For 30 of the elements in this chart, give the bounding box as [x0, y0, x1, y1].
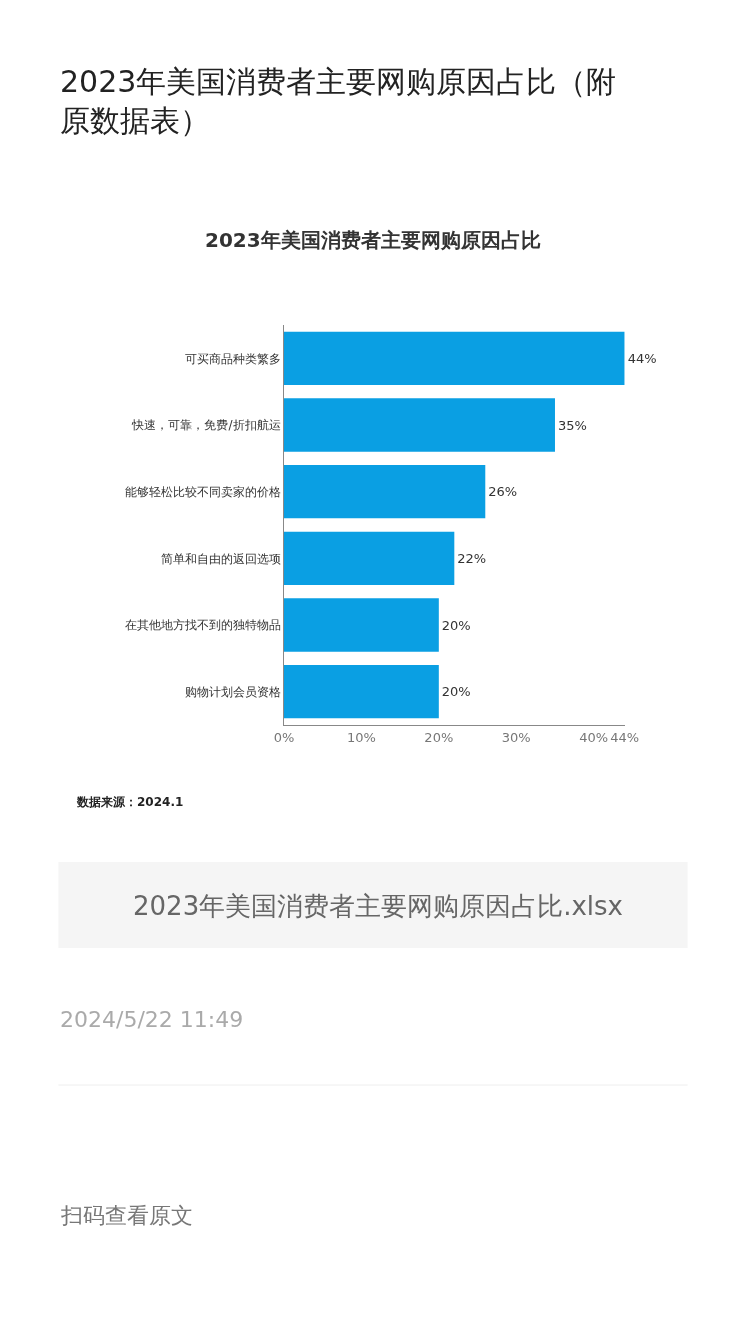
- text: 2023年美国消费者主要网购原因占比.xlsx: [133, 891, 623, 921]
- bar: [283, 465, 486, 519]
- source-note: 数据来源：2024.1: [76, 795, 184, 809]
- text: 扫码查看原文: [60, 1203, 193, 1228]
- x-tick-label: 30%: [501, 729, 531, 745]
- text: 2024/5/22 11:49: [60, 1007, 244, 1032]
- x-tick-label: 10%: [346, 729, 376, 745]
- bar: [283, 598, 439, 652]
- y-tick-label: 购物计划会员资格: [184, 684, 281, 699]
- x-tick-label: 0%: [273, 729, 295, 745]
- bar: [283, 531, 455, 585]
- y-tick-label: 简单和自由的返回选项: [160, 551, 281, 566]
- y-tick-label: 快速，可靠，免费/折扣航运: [131, 418, 281, 433]
- bar: [283, 398, 555, 452]
- x-tick-label: 40%: [579, 729, 609, 745]
- data-label: 44%: [627, 350, 657, 366]
- data-label: 20%: [441, 617, 471, 633]
- y-tick-label: 可买商品种类繁多: [184, 351, 281, 366]
- x-tick-label: 44%: [610, 729, 640, 745]
- data-label: 35%: [557, 417, 587, 433]
- x-tick-label: 20%: [424, 729, 454, 745]
- y-tick-label: 在其他地方找不到的独特物品: [124, 618, 281, 633]
- data-label: 20%: [441, 684, 471, 700]
- data-label: 22%: [457, 550, 487, 566]
- bar: [283, 331, 625, 385]
- y-tick-label: 能够轻松比较不同卖家的价格: [124, 484, 281, 499]
- text: 2023年美国消费者主要网购原因占比（附原数据表）: [60, 64, 617, 138]
- bar: [283, 665, 439, 719]
- chart-title: 2023年美国消费者主要网购原因占比: [205, 228, 541, 252]
- data-label: 26%: [488, 484, 518, 500]
